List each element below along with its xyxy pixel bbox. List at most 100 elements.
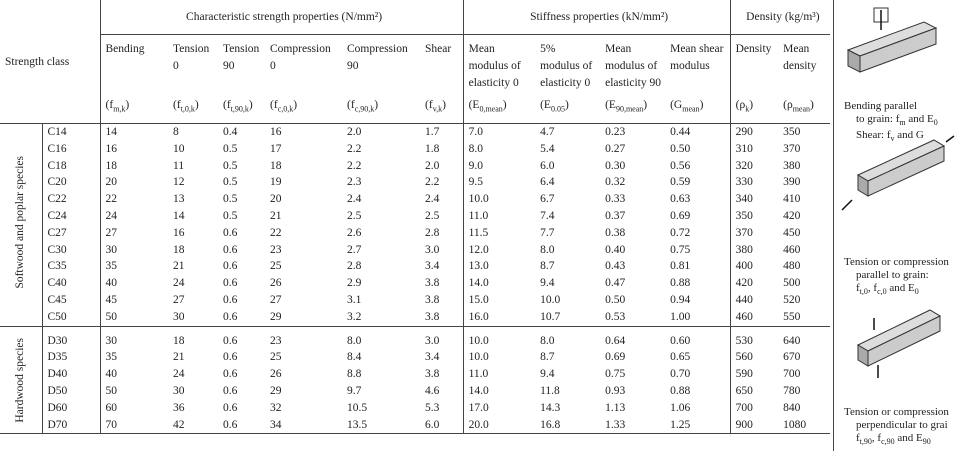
cell-value: 0.72 [665, 225, 730, 242]
column-symbol: (fm,k) [106, 97, 130, 117]
cell-value: 480 [778, 258, 830, 275]
cell-value: 3.0 [420, 326, 463, 349]
data-row: C2727160.6222.62.811.57.70.380.72370450 [0, 225, 830, 242]
cell-value: 23 [265, 326, 342, 349]
text: , f [872, 432, 881, 444]
text: ) [125, 99, 129, 111]
cell-value: 16 [168, 225, 218, 242]
column-name: Mean [469, 41, 536, 58]
cell-value: 0.6 [218, 275, 265, 292]
cell-value: 21 [168, 349, 218, 366]
cell-value: 20 [265, 191, 342, 208]
column-header: Tension0(ft,0,k) [168, 35, 218, 124]
cell-value: 13 [168, 191, 218, 208]
page: Strength classCharacteristic strength pr… [0, 0, 955, 451]
cell-value: 27 [100, 225, 168, 242]
strength-class: C20 [42, 174, 100, 191]
cell-value: 32 [265, 400, 342, 417]
data-row: D3535210.6258.43.410.08.70.690.65560670 [0, 349, 830, 366]
text: (E [605, 99, 616, 111]
cell-value: 0.56 [665, 158, 730, 175]
cell-value: 10 [168, 141, 218, 158]
cell-value: 460 [778, 242, 830, 259]
column-symbol: (ρmean) [783, 97, 814, 117]
cell-value: 8.0 [342, 326, 420, 349]
cell-value: 40 [100, 275, 168, 292]
cell-value: 4.6 [420, 383, 463, 400]
cell-value: 36 [168, 400, 218, 417]
text: (E [540, 99, 551, 111]
cell-value: 18 [100, 158, 168, 175]
cell-value: 10.0 [463, 191, 535, 208]
cell-value: 410 [778, 191, 830, 208]
cell-value: 1.33 [600, 417, 665, 434]
cell-value: 18 [168, 326, 218, 349]
cell-value: 27 [168, 292, 218, 309]
cell-value: 700 [730, 400, 778, 417]
cell-value: 0.37 [600, 208, 665, 225]
illustrations: Bending parallelto grain: fm and E0Shear… [833, 0, 955, 451]
text: ) [503, 99, 507, 111]
caption-line: Tension or compression [844, 406, 949, 419]
column-name: Mean [605, 41, 665, 58]
strength-class: D70 [42, 417, 100, 434]
cell-value: 370 [730, 225, 778, 242]
cell-value: 2.0 [342, 124, 420, 141]
cell-value: 24 [100, 208, 168, 225]
strength-class: D40 [42, 366, 100, 383]
caption-line: perpendicular to grai [844, 419, 949, 432]
text: ) [374, 99, 378, 111]
cell-value: 840 [778, 400, 830, 417]
text: (E [469, 99, 480, 111]
column-name: Compression [270, 41, 342, 58]
cell-value: 8.0 [535, 326, 600, 349]
cell-value: 900 [730, 417, 778, 434]
cell-value: 21 [265, 208, 342, 225]
column-name: modulus of [605, 58, 665, 75]
cell-value: 0.50 [665, 141, 730, 158]
cell-value: 60 [100, 400, 168, 417]
column-name: 5% [540, 41, 600, 58]
cell-value: 530 [730, 326, 778, 349]
cell-value: 0.6 [218, 400, 265, 417]
cell-value: 330 [730, 174, 778, 191]
cell-value: 2.5 [342, 208, 420, 225]
cell-value: 18 [168, 242, 218, 259]
text: Shear: f [856, 129, 891, 141]
column-name: 0 [173, 58, 218, 75]
cell-value: 3.8 [420, 275, 463, 292]
column-name: Density [736, 41, 779, 58]
data-row: C4040240.6262.93.814.09.40.470.88420500 [0, 275, 830, 292]
cell-value: 6.7 [535, 191, 600, 208]
cell-value: 0.81 [665, 258, 730, 275]
column-header: Tension90(ft,90,k) [218, 35, 265, 124]
cell-value: 4.7 [535, 124, 600, 141]
cell-value: 6.4 [535, 174, 600, 191]
strength-class: D30 [42, 326, 100, 349]
text: (f [223, 99, 231, 111]
text: Tension or compression [844, 256, 949, 268]
cell-value: 0.30 [600, 158, 665, 175]
text: ) [293, 99, 297, 111]
caption: Tension or compressionperpendicular to g… [844, 406, 949, 448]
cell-value: 6.0 [420, 417, 463, 434]
cell-value: 450 [778, 225, 830, 242]
cell-value: 8.7 [535, 258, 600, 275]
text: (f [347, 99, 355, 111]
cell-value: 30 [100, 326, 168, 349]
cell-value: 2.8 [420, 225, 463, 242]
column-name: density [783, 58, 830, 75]
cell-value: 25 [265, 349, 342, 366]
column-header: Mean shearmodulus(Gmean) [665, 35, 730, 124]
cell-value: 12 [168, 174, 218, 191]
cell-value: 0.65 [665, 349, 730, 366]
cell-value: 0.69 [600, 349, 665, 366]
text: (ρ [783, 99, 793, 111]
column-name: elasticity 0 [540, 75, 600, 92]
cell-value: 0.32 [600, 174, 665, 191]
